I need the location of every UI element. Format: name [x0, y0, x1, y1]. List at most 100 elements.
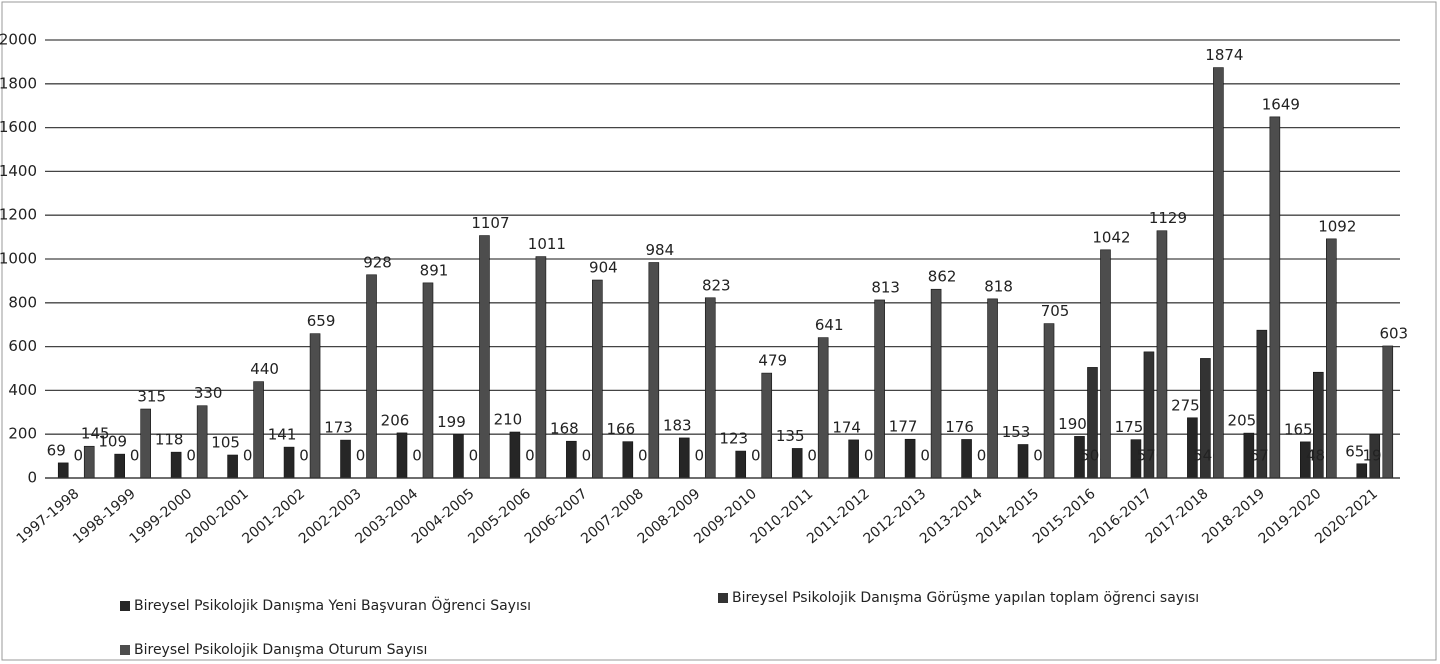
bar	[170, 451, 182, 479]
data-label: 177	[889, 418, 918, 436]
data-label: 330	[194, 384, 223, 402]
data-label: 183	[663, 416, 692, 434]
data-label: 118	[155, 431, 184, 449]
data-label: 165	[1284, 420, 1313, 438]
bar	[1100, 249, 1111, 479]
data-label: 0	[73, 447, 83, 465]
data-label: 904	[589, 259, 618, 277]
bar	[987, 298, 998, 479]
data-label: 153	[1002, 423, 1031, 441]
data-label: 105	[211, 434, 240, 452]
data-label: 0	[525, 447, 535, 465]
data-label: 0	[694, 447, 704, 465]
bar	[678, 437, 690, 479]
data-label: 1011	[528, 235, 566, 253]
data-label: 176	[945, 418, 974, 436]
data-label: 315	[137, 388, 166, 406]
data-label: 199	[437, 413, 466, 431]
data-label: 174	[832, 418, 861, 436]
bar	[874, 299, 885, 479]
bar	[422, 282, 434, 479]
data-label: 206	[381, 411, 410, 429]
data-label: 210	[494, 411, 523, 429]
bar	[1326, 238, 1337, 479]
data-label: 1874	[1205, 46, 1243, 64]
bar	[1382, 345, 1394, 479]
data-label: 168	[550, 420, 579, 438]
data-label: 0	[130, 447, 140, 465]
data-label: 984	[645, 241, 674, 259]
bar	[196, 405, 208, 479]
data-label: 659	[307, 312, 336, 330]
bar	[566, 440, 577, 479]
data-label: 65	[1345, 442, 1364, 460]
bar	[83, 445, 95, 479]
data-label: 818	[984, 277, 1013, 295]
bar	[1017, 444, 1029, 479]
bar	[479, 235, 490, 479]
y-tick-label: 200	[8, 425, 37, 443]
y-tick-label: 800	[8, 293, 37, 311]
data-label: 0	[807, 447, 817, 465]
data-label: 69	[47, 441, 66, 459]
data-label: 928	[363, 253, 392, 271]
y-tick-label: 1600	[0, 118, 37, 136]
bar	[848, 439, 859, 479]
y-tick-label: 0	[27, 469, 37, 487]
bar	[453, 434, 464, 479]
data-label: 1649	[1262, 95, 1300, 113]
legend-swatch	[120, 601, 130, 611]
data-label: 0	[582, 447, 592, 465]
x-tick-label: 2020-2021	[1312, 486, 1381, 547]
legend-label: Bireysel Psikolojik Danışma Yeni Başvura…	[134, 596, 531, 614]
data-label: 205	[1228, 412, 1257, 430]
data-label: 141	[268, 426, 297, 444]
bar	[253, 381, 264, 479]
bar	[1156, 230, 1168, 479]
data-label: 0	[977, 447, 987, 465]
data-label: 641	[815, 316, 844, 334]
data-label: 123	[719, 430, 748, 448]
bar	[340, 439, 351, 479]
bar	[140, 408, 151, 479]
data-label: 0	[638, 447, 648, 465]
bar	[735, 450, 747, 479]
data-label: 891	[420, 261, 449, 279]
y-tick-label: 1200	[0, 206, 37, 224]
bar	[366, 274, 377, 479]
bar	[704, 297, 716, 479]
y-tick-label: 1400	[0, 162, 37, 180]
legend-label: Bireysel Psikolojik Danışma Görüşme yapı…	[732, 590, 1199, 606]
data-label: 190	[1058, 415, 1087, 433]
legend-swatch	[718, 593, 728, 603]
data-label: 705	[1041, 302, 1070, 320]
y-tick-label: 1800	[0, 74, 37, 92]
legend-label: Bireysel Psikolojik Danışma Oturum Sayıs…	[134, 642, 427, 658]
data-label: 0	[356, 447, 366, 465]
bar	[535, 256, 547, 479]
bar	[283, 446, 295, 479]
bar	[509, 431, 521, 479]
data-label: 479	[758, 352, 787, 370]
data-label: 0	[469, 447, 479, 465]
data-label: 175	[1115, 418, 1144, 436]
data-label: 0	[864, 447, 874, 465]
bar	[817, 337, 829, 479]
y-tick-label: 400	[8, 381, 37, 399]
data-label: 0	[751, 447, 761, 465]
bar	[904, 438, 916, 479]
bar	[1269, 116, 1281, 479]
bar	[1043, 323, 1055, 479]
data-label: 1129	[1149, 209, 1187, 227]
data-label: 1107	[471, 214, 509, 232]
data-label: 109	[98, 433, 127, 451]
data-label: 0	[1033, 447, 1043, 465]
bar	[961, 439, 972, 479]
bar	[791, 448, 803, 479]
bar	[930, 288, 942, 479]
y-tick-label: 1000	[0, 250, 37, 268]
data-label: 603	[1379, 324, 1408, 342]
y-tick-label: 600	[8, 337, 37, 355]
